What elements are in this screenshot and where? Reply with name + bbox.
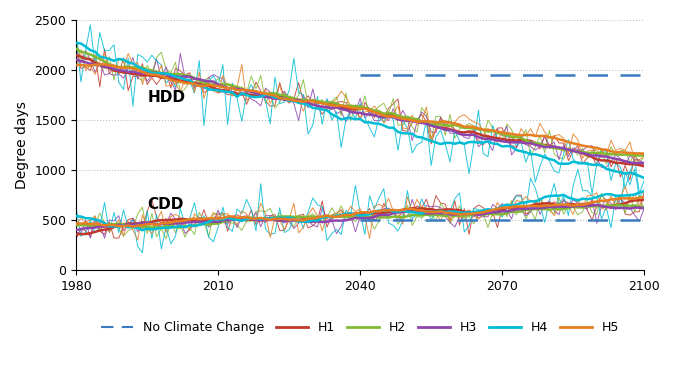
Legend: No Climate Change, H1, H2, H3, H4, H5: No Climate Change, H1, H2, H3, H4, H5	[97, 316, 624, 339]
Text: CDD: CDD	[147, 197, 184, 212]
Text: HDD: HDD	[147, 90, 185, 105]
Y-axis label: Degree days: Degree days	[15, 101, 29, 189]
